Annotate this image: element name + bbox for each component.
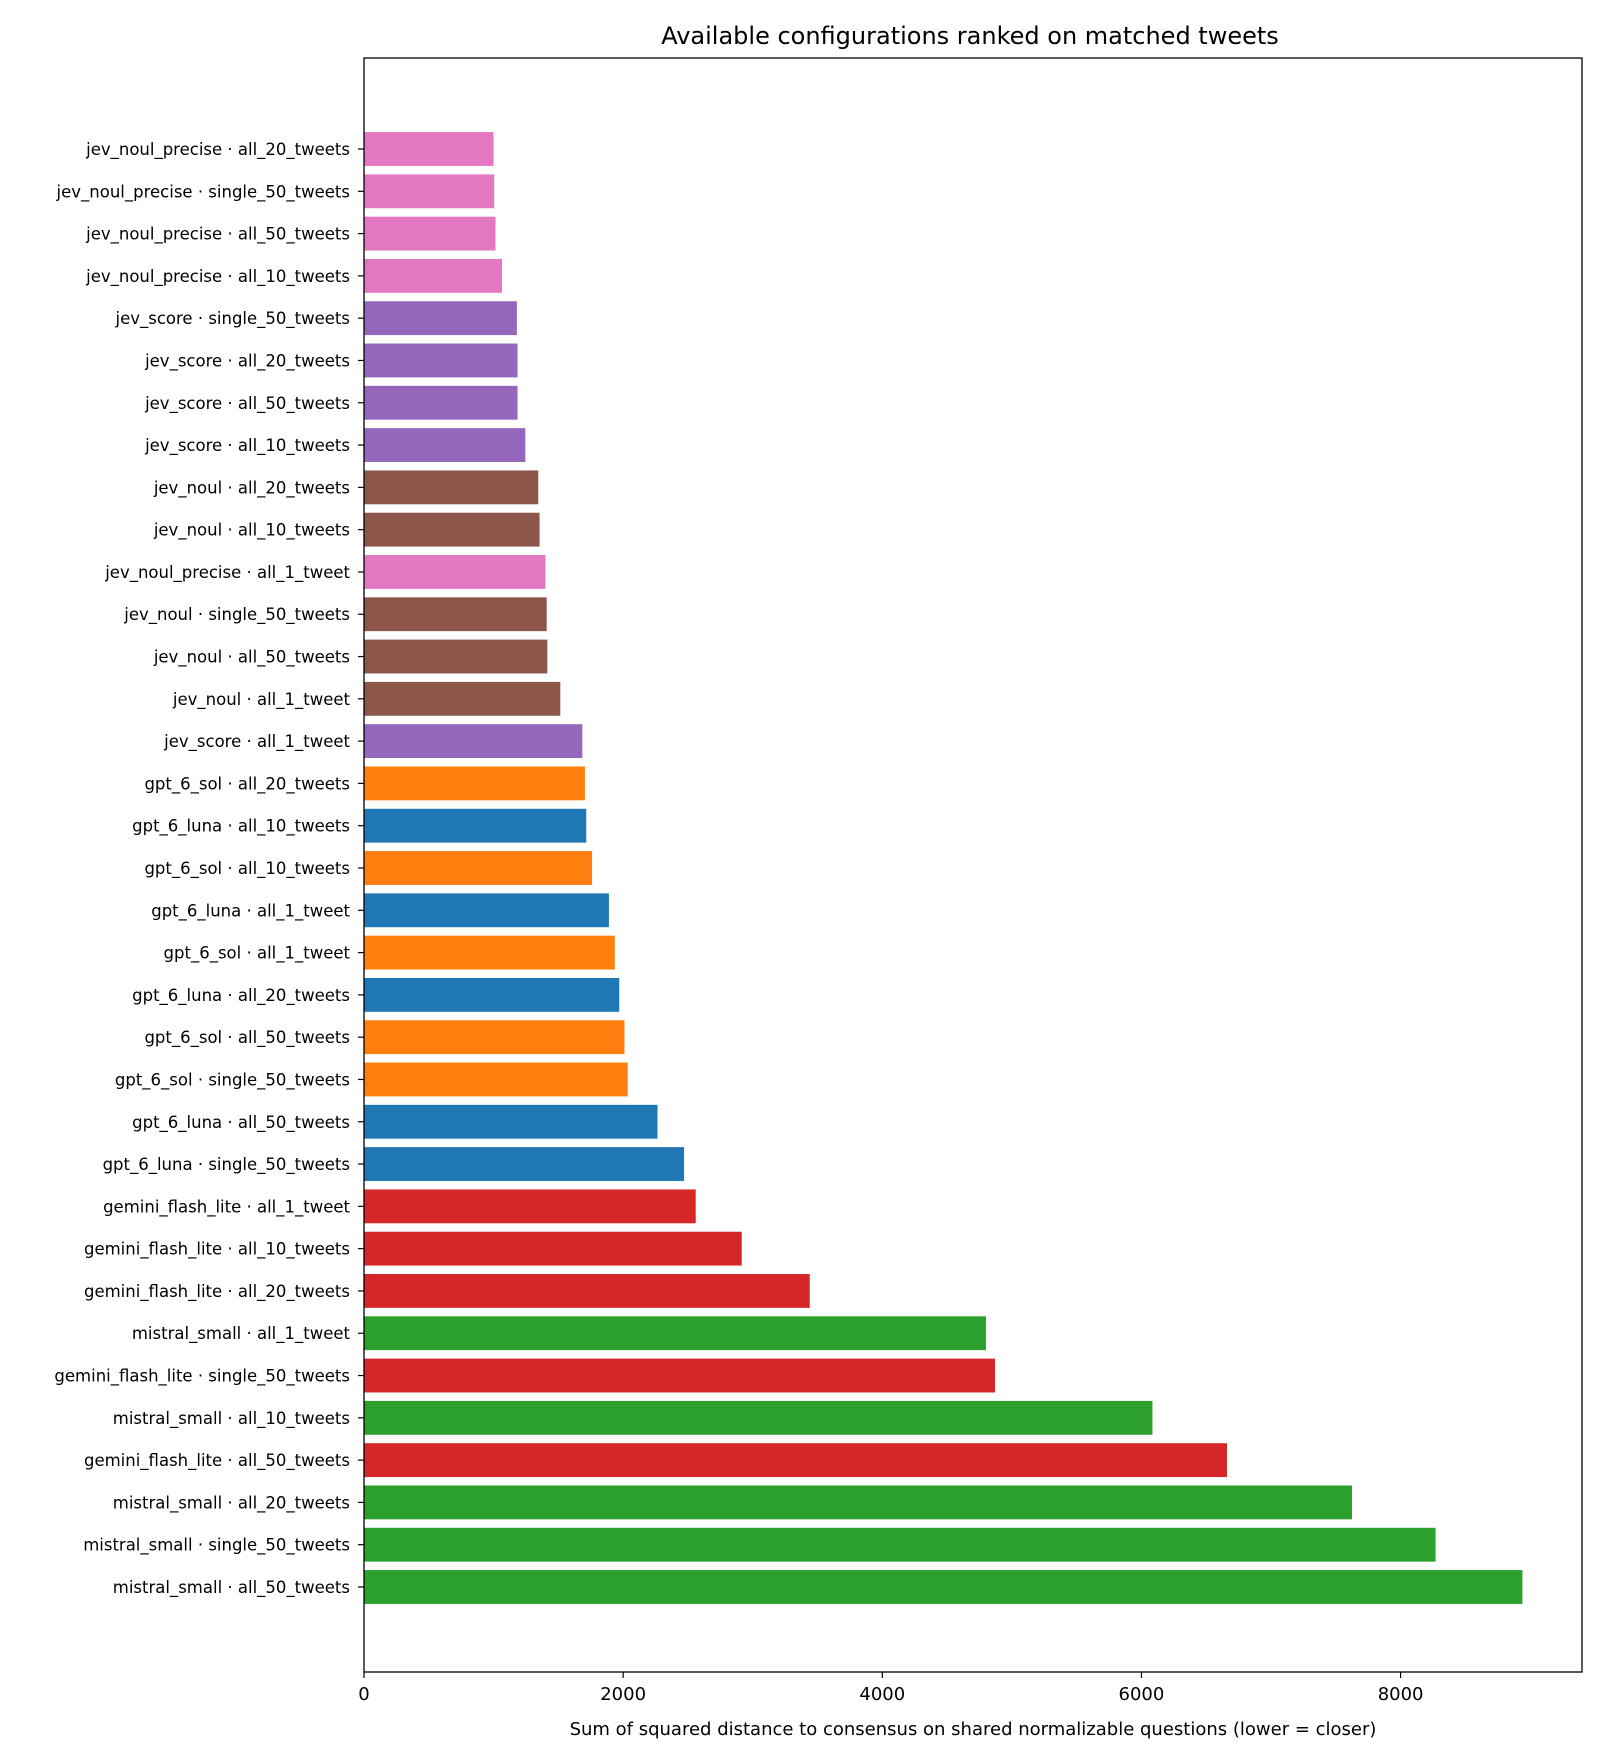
x-tick-label: 4000 [859,1684,905,1705]
bar [364,132,494,166]
y-tick-label: jev_noul_precise · all_1_tweet [104,563,350,583]
y-tick-label: gpt_6_sol · single_50_tweets [115,1070,350,1090]
y-tick-label: gemini_flash_lite · all_20_tweets [84,1282,350,1302]
y-tick-label: mistral_small · all_20_tweets [113,1493,350,1513]
bar [364,1189,696,1224]
x-tick-label: 0 [358,1684,369,1705]
bar [364,1231,742,1266]
y-axis-ticks: jev_noul_precise · all_20_tweets jev_noul… [54,140,364,1598]
bar [364,1104,658,1139]
bar [364,343,518,378]
bar [364,808,587,843]
bar [364,639,548,674]
y-tick-label: gpt_6_luna · all_1_tweet [151,901,350,921]
bar [364,385,518,420]
x-tick-label: 6000 [1119,1684,1165,1705]
y-tick-label: gpt_6_luna · all_50_tweets [132,1113,350,1133]
bar [364,1147,685,1181]
x-tick-label: 8000 [1378,1684,1424,1705]
bar [364,555,546,589]
y-tick-label: jev_noul · single_50_tweets [123,605,350,625]
bar [364,766,585,801]
bar [364,216,496,251]
y-tick-label: jev_noul · all_20_tweets [153,478,350,498]
y-tick-label: gpt_6_luna · all_20_tweets [132,986,350,1006]
bar [364,1527,1436,1562]
y-tick-label: gpt_6_luna · all_10_tweets [132,817,350,837]
bar [364,174,495,209]
y-tick-label: jev_score · all_50_tweets [144,394,350,414]
bar [364,258,502,293]
y-tick-label: jev_noul_precise · all_10_tweets [85,267,350,287]
chart-title: Available configurations ranked on match… [661,22,1279,50]
bar [364,1020,625,1055]
bar [364,1316,986,1351]
y-tick-label: jev_noul_precise · all_20_tweets [85,140,350,160]
y-tick-label: gpt_6_luna · single_50_tweets [103,1155,350,1175]
bars-layer [364,132,1523,1604]
y-tick-label: jev_noul_precise · single_50_tweets [56,182,350,202]
y-tick-label: jev_score · single_50_tweets [115,309,351,329]
y-tick-label: gpt_6_sol · all_1_tweet [164,944,351,964]
y-tick-label: jev_score · all_20_tweets [144,351,350,371]
bar [364,1062,628,1097]
bar [364,428,526,462]
y-tick-label: mistral_small · all_50_tweets [113,1578,350,1598]
bar [364,1400,1153,1435]
y-tick-label: gpt_6_sol · all_20_tweets [144,774,350,794]
bar [364,1570,1523,1604]
bar [364,893,609,928]
y-tick-label: mistral_small · single_50_tweets [83,1536,350,1556]
y-tick-label: gpt_6_sol · all_10_tweets [144,859,350,879]
x-axis-ticks: 0 2000 4000 6000 8000 [358,1672,1424,1705]
bar [364,597,547,632]
bar [364,977,620,1012]
bar [364,470,539,505]
bar [364,1274,810,1308]
bar [364,935,615,970]
bar [364,851,593,885]
y-tick-label: mistral_small · all_10_tweets [113,1409,350,1429]
y-tick-label: jev_noul · all_10_tweets [153,521,350,541]
bar [364,1358,996,1393]
x-axis-label: Sum of squared distance to consensus on … [570,1719,1377,1740]
y-tick-label: gpt_6_sol · all_50_tweets [144,1028,350,1048]
y-tick-label: jev_noul · all_1_tweet [172,690,351,710]
y-tick-label: mistral_small · all_1_tweet [132,1324,351,1344]
bar [364,1485,1353,1520]
y-tick-label: gemini_flash_lite · single_50_tweets [54,1367,350,1387]
bar [364,1443,1227,1478]
y-tick-label: gemini_flash_lite · all_50_tweets [84,1451,350,1471]
bar [364,301,517,336]
bar [364,681,561,716]
y-tick-label: gemini_flash_lite · all_1_tweet [103,1197,350,1217]
bar [364,512,540,547]
plot-frame [363,57,1583,1673]
y-tick-label: jev_score · all_10_tweets [144,436,350,456]
x-tick-label: 2000 [600,1684,646,1705]
y-tick-label: jev_noul · all_50_tweets [153,648,350,668]
y-tick-label: jev_score · all_1_tweet [163,732,350,752]
y-tick-label: jev_noul_precise · all_50_tweets [85,225,350,245]
bar [364,724,583,759]
y-tick-label: gemini_flash_lite · all_10_tweets [84,1240,350,1260]
